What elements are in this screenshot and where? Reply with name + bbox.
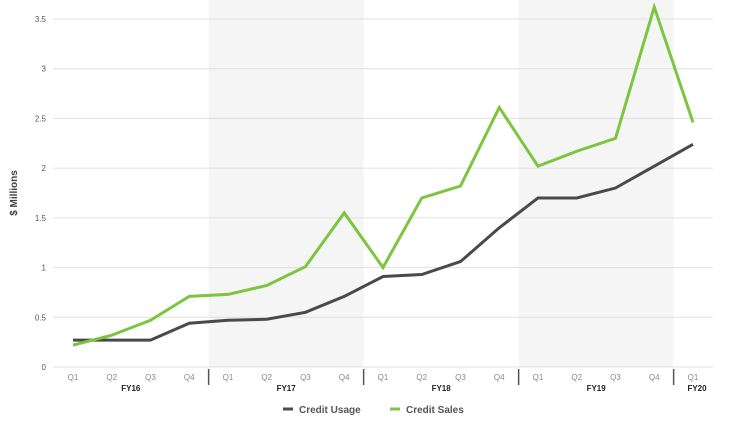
group-label: FY16	[121, 384, 141, 393]
x-tick-label: Q2	[261, 373, 272, 382]
y-tick-label: 0.5	[35, 313, 47, 322]
x-tick-label: Q2	[571, 373, 582, 382]
x-tick-label: Q3	[610, 373, 621, 382]
x-tick-label: Q3	[455, 373, 466, 382]
group-label: FY18	[432, 384, 452, 393]
x-tick-label: Q1	[533, 373, 544, 382]
legend-label: Credit Sales	[406, 405, 464, 416]
x-tick-label: Q1	[688, 373, 699, 382]
x-tick-label: Q1	[223, 373, 234, 382]
x-tick-label: Q3	[145, 373, 156, 382]
legend-label: Credit Usage	[299, 405, 361, 416]
y-tick-label: 0	[42, 363, 47, 372]
x-tick-label: Q2	[416, 373, 427, 382]
group-label: FY19	[587, 384, 607, 393]
y-tick-label: 3.5	[35, 15, 47, 24]
x-tick-label: Q2	[106, 373, 117, 382]
x-tick-label: Q4	[339, 373, 350, 382]
series-line-credit-usage	[73, 142, 694, 342]
x-tick-label: Q4	[649, 373, 660, 382]
x-tick-label: Q1	[378, 373, 389, 382]
x-tick-label: Q4	[494, 373, 505, 382]
series-line-credit-sales	[72, 2, 695, 347]
x-tick-label: Q1	[68, 373, 79, 382]
y-tick-label: 1.5	[35, 214, 47, 223]
y-tick-label: 1	[42, 264, 47, 273]
x-tick-label: Q4	[184, 373, 195, 382]
y-tick-label: 2.5	[35, 114, 47, 123]
group-label: FY20	[687, 384, 707, 393]
y-tick-label: 3	[42, 65, 47, 74]
y-tick-label: 2	[42, 164, 47, 173]
fy-band	[208, 0, 364, 367]
y-axis-label: $ Millions	[9, 170, 20, 216]
x-tick-label: Q3	[300, 373, 311, 382]
fy-band	[518, 0, 674, 367]
group-label: FY17	[277, 384, 297, 393]
